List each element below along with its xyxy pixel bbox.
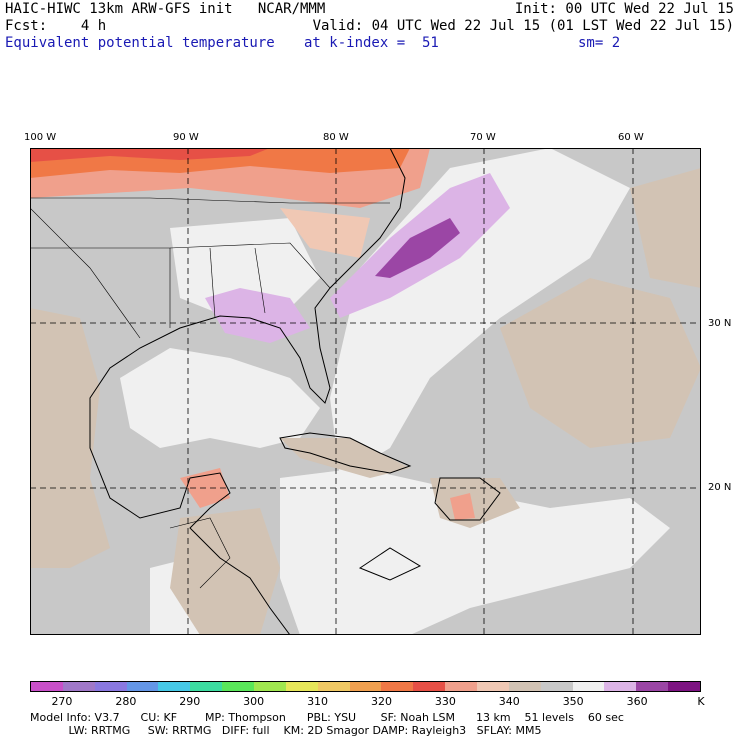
cuba-tan: [280, 438, 410, 478]
init-time: Init: 00 UTC Wed 22 Jul 15: [514, 1, 734, 17]
colorbar-swatch: [413, 682, 446, 691]
map-frame: [30, 148, 701, 635]
mexico-tan: [30, 308, 110, 568]
central-am-tan: [170, 508, 280, 635]
lon-label-90w: 90 W: [173, 132, 199, 143]
lat-label-30n: 30 N: [708, 318, 732, 329]
theta-e-map: [30, 148, 701, 635]
se-us-light: [170, 218, 320, 318]
gulf-light: [120, 348, 320, 448]
caribbean-light: [280, 468, 670, 635]
atlantic-purple-core: [375, 218, 460, 278]
colorbar-swatch: [94, 682, 127, 691]
borders: [30, 197, 390, 589]
colorbar-swatch: [62, 682, 95, 691]
lon-label-80w: 80 W: [323, 132, 349, 143]
colorbar-swatch: [317, 682, 350, 691]
forecast-hour: Fcst: 4 h: [5, 18, 107, 34]
colorbar-swatch: [222, 682, 255, 691]
lon-label-100w: 100 W: [24, 132, 57, 143]
lon-label-70w: 70 W: [470, 132, 496, 143]
model-info-line1: Model Info: V3.7 CU: KF MP: Thompson PBL…: [30, 711, 624, 724]
field-name: Equivalent potential temperature: [5, 35, 275, 51]
model-title: HAIC-HIWC 13km ARW-GFS init NCAR/MMM: [5, 1, 326, 17]
colorbar-label: 300: [243, 695, 265, 708]
colorbar-swatch: [477, 682, 509, 691]
colorbar-swatch: [636, 682, 669, 691]
north-deep-red: [30, 148, 270, 162]
colorbar: [30, 681, 701, 692]
gulf-lilac: [205, 288, 310, 343]
colorbar-swatch: [604, 682, 637, 691]
colorbar-label: 330: [434, 695, 456, 708]
sc-tan: [280, 208, 370, 258]
east-tan: [630, 168, 701, 288]
colorbar-label: 270: [51, 695, 73, 708]
hispaniola-tan: [430, 478, 520, 528]
colorbar-label: K: [697, 695, 705, 708]
colorbar-label: 280: [115, 695, 137, 708]
k-index: at k-index = 51: [304, 35, 439, 51]
lon-label-60w: 60 W: [618, 132, 644, 143]
coastlines: [89, 148, 501, 635]
colorbar-swatch: [445, 682, 478, 691]
colorbar-swatch: [540, 682, 573, 691]
colorbar-swatch: [572, 682, 605, 691]
colorbar-swatch: [126, 682, 159, 691]
colorbar-swatch: [668, 682, 701, 691]
smoothing: sm= 2: [578, 35, 621, 51]
lat-label-20n: 20 N: [708, 482, 732, 493]
colorbar-swatch: [254, 682, 286, 691]
colorbar-swatch: [285, 682, 318, 691]
colorbar-label: 340: [498, 695, 520, 708]
colorbar-label: 360: [626, 695, 648, 708]
colorbar-swatch: [158, 682, 191, 691]
colorbar-swatch: [31, 682, 63, 691]
colorbar-label: 290: [179, 695, 201, 708]
colorbar-swatch: [508, 682, 541, 691]
lat-lon-grid: [30, 148, 701, 635]
colorbar-label: 320: [370, 695, 392, 708]
hispaniola-red: [450, 493, 475, 520]
colorbar-swatch: [349, 682, 382, 691]
valid-time: Valid: 04 UTC Wed 22 Jul 15 (01 LST Wed …: [312, 18, 734, 34]
colorbar-label: 310: [307, 695, 329, 708]
colorbar-label: 350: [562, 695, 584, 708]
colorbar-swatch: [190, 682, 223, 691]
atlantic-tan: [500, 278, 701, 448]
colorbar-swatch: [381, 682, 414, 691]
model-info-line2: LW: RRTMG SW: RRTMG DIFF: full KM: 2D Sm…: [30, 724, 542, 737]
